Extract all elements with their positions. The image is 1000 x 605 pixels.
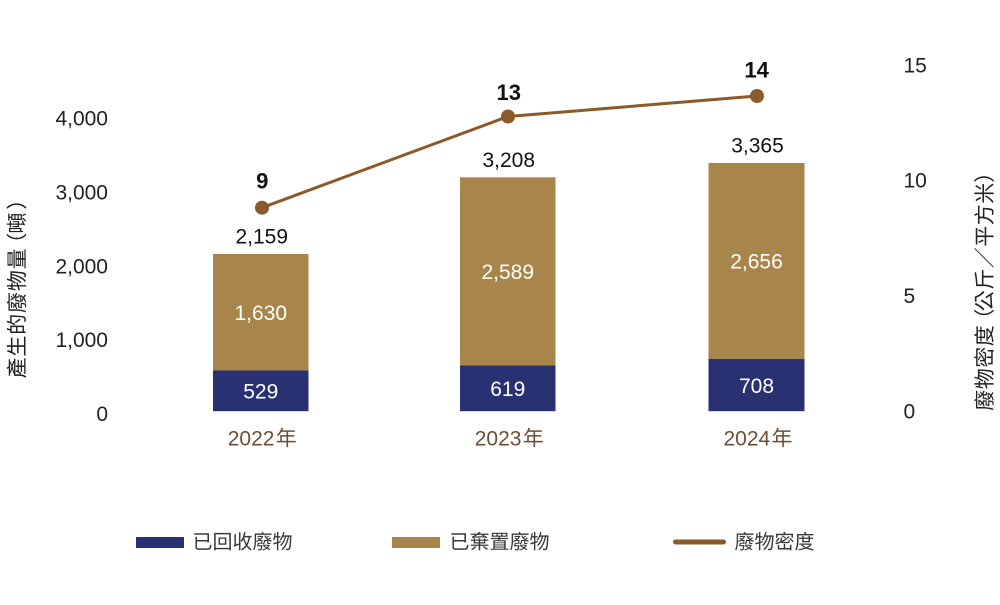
- svg-text:619: 619: [490, 378, 525, 401]
- svg-text:2,589: 2,589: [481, 261, 534, 284]
- svg-text:9: 9: [256, 168, 268, 193]
- svg-text:2022: 2022: [228, 428, 275, 451]
- svg-text:4,000: 4,000: [55, 108, 108, 131]
- svg-text:2024: 2024: [724, 428, 771, 451]
- svg-text:708: 708: [739, 375, 774, 398]
- svg-text:5: 5: [904, 285, 916, 308]
- svg-text:0: 0: [904, 400, 916, 423]
- svg-text:0: 0: [96, 403, 108, 426]
- svg-text:2,656: 2,656: [730, 251, 783, 274]
- svg-text:2023: 2023: [475, 428, 522, 451]
- svg-text:13: 13: [497, 80, 521, 105]
- svg-text:14: 14: [744, 57, 769, 82]
- svg-text:10: 10: [904, 170, 927, 193]
- svg-text:2,159: 2,159: [235, 226, 288, 249]
- svg-text:1,000: 1,000: [55, 329, 108, 352]
- svg-text:3,000: 3,000: [55, 181, 108, 204]
- svg-text:1,630: 1,630: [234, 302, 287, 325]
- svg-text:2,000: 2,000: [55, 255, 108, 278]
- svg-text:529: 529: [243, 381, 278, 404]
- svg-text:3,208: 3,208: [482, 149, 535, 172]
- svg-text:3,365: 3,365: [731, 135, 784, 158]
- svg-text:15: 15: [904, 54, 927, 77]
